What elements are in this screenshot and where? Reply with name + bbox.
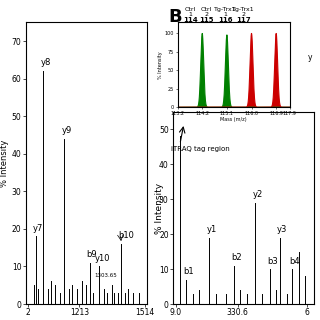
Text: Ctrl: Ctrl: [201, 7, 212, 12]
Text: 116: 116: [218, 17, 233, 23]
Text: 117: 117: [236, 17, 251, 23]
Text: y3: y3: [277, 225, 287, 234]
Text: Tg-Trx1: Tg-Trx1: [214, 7, 237, 12]
Y-axis label: % Intensity: % Intensity: [0, 140, 9, 187]
Text: y7: y7: [33, 224, 43, 233]
Text: y10: y10: [95, 254, 110, 263]
Text: b3: b3: [268, 257, 278, 266]
Text: b1: b1: [184, 267, 194, 276]
Text: 2: 2: [241, 12, 245, 17]
Text: % Intensity: % Intensity: [156, 182, 164, 234]
X-axis label: Mass (m/z): Mass (m/z): [220, 117, 247, 122]
Text: 115: 115: [199, 17, 214, 23]
Text: iTRAQ tag region: iTRAQ tag region: [171, 146, 230, 152]
Text: Ctrl: Ctrl: [185, 7, 196, 12]
Text: b9: b9: [86, 250, 97, 259]
Text: b4: b4: [289, 257, 300, 266]
Text: 2: 2: [204, 12, 208, 17]
Y-axis label: % Intensity: % Intensity: [158, 51, 164, 79]
Text: y: y: [308, 53, 313, 62]
Text: b2: b2: [231, 253, 242, 262]
Text: y2: y2: [253, 190, 263, 199]
Text: y1: y1: [207, 225, 217, 234]
Text: 114: 114: [183, 17, 198, 23]
Text: Tg-Trx1: Tg-Trx1: [232, 7, 254, 12]
Text: b10: b10: [118, 231, 134, 240]
Text: 1303.65: 1303.65: [94, 273, 117, 278]
Text: y8: y8: [41, 59, 51, 68]
Text: y9: y9: [62, 126, 72, 135]
Text: 1: 1: [224, 12, 228, 17]
Text: B: B: [168, 8, 182, 26]
Text: 1: 1: [188, 12, 192, 17]
